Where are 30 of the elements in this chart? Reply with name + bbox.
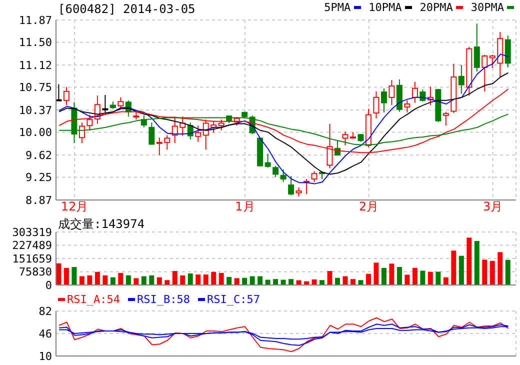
legend-label: 5PMA — [324, 1, 352, 14]
legend-label: RSI_B:58 — [136, 293, 190, 306]
y-tick-label: 9.25 — [26, 171, 52, 184]
chart-title: [600482] 2014-03-05 — [58, 2, 196, 16]
legend-label: 20PMA — [420, 1, 454, 14]
legend-label: 10PMA — [368, 1, 403, 14]
y-tick-label: 82 — [38, 304, 52, 318]
legend-label: RSI_A:54 — [66, 293, 120, 306]
x-tick-label: 3月 — [482, 200, 503, 214]
y-tick-label: 11.50 — [18, 36, 52, 50]
y-tick-label: 10.75 — [18, 81, 52, 94]
legend-label: RSI_C:57 — [206, 293, 260, 306]
y-tick-label: 151659 — [12, 252, 52, 266]
y-tick-label: 9.62 — [26, 148, 52, 162]
y-tick-label: 11.12 — [18, 58, 52, 72]
y-tick-label: 10.37 — [18, 104, 52, 117]
y-tick-label: 227489 — [12, 239, 52, 252]
x-tick-label: 2月 — [359, 200, 379, 214]
x-tick-label: 1月 — [235, 200, 255, 214]
y-tick-label: 10.00 — [18, 126, 52, 140]
y-tick-label: 75830 — [18, 266, 52, 279]
y-tick-label: 11.87 — [18, 14, 52, 27]
chart-title: 成交量:143974 — [58, 216, 145, 233]
x-tick-label: 12月 — [60, 200, 88, 214]
y-tick-label: 8.87 — [26, 194, 52, 207]
legend-label: 30PMA — [470, 1, 505, 14]
y-tick-label: 0 — [45, 278, 52, 292]
y-tick-label: 303319 — [12, 226, 52, 239]
y-tick-label: 46 — [38, 327, 52, 340]
y-tick-label: 10 — [38, 350, 52, 363]
